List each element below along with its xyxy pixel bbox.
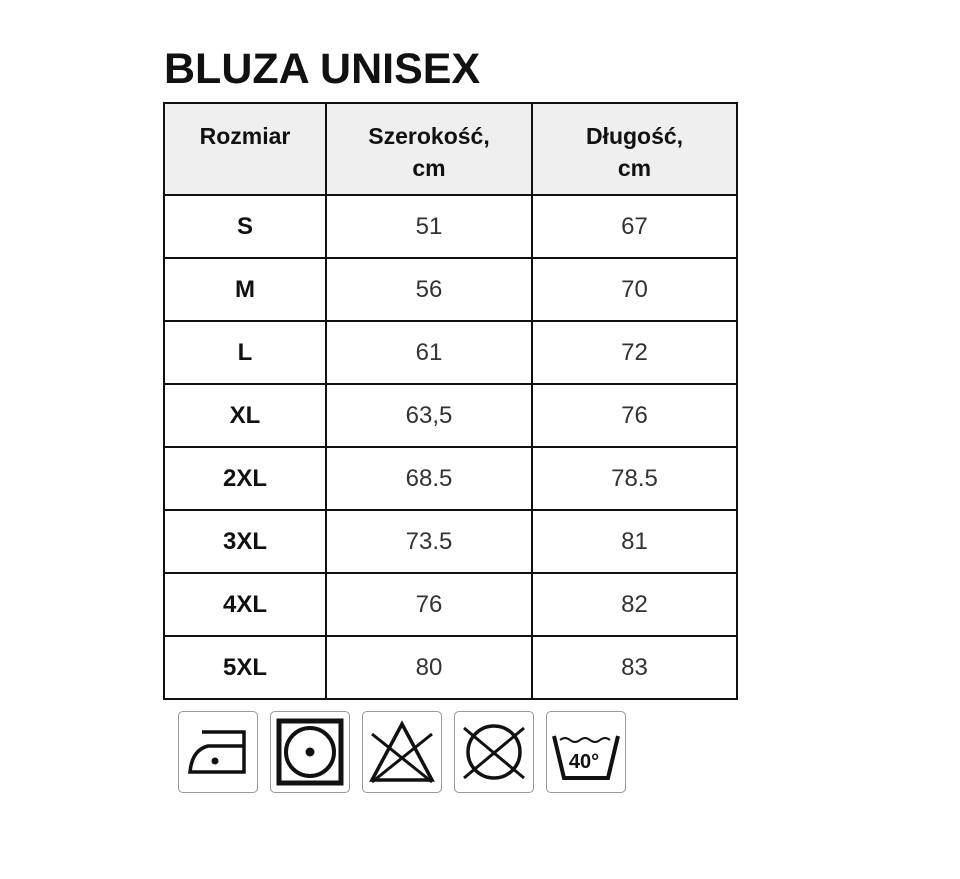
table-row: M 56 70	[163, 257, 738, 322]
cell-size: S	[163, 194, 327, 259]
care-icons: 40°	[178, 711, 626, 793]
cell-size: XL	[163, 383, 327, 448]
cell-length: 70	[531, 257, 738, 322]
cell-size: 5XL	[163, 635, 327, 700]
table-row: 3XL 73.5 81	[163, 509, 738, 574]
header-label: Długość,	[585, 123, 684, 149]
cell-width: 68.5	[325, 446, 533, 511]
header-unit: cm	[412, 155, 446, 181]
cell-size: 2XL	[163, 446, 327, 511]
cell-width: 63,5	[325, 383, 533, 448]
page-title: BLUZA UNISEX	[164, 45, 481, 93]
cell-size: 4XL	[163, 572, 327, 637]
cell-length: 82	[531, 572, 738, 637]
cell-length: 81	[531, 509, 738, 574]
cell-width: 56	[325, 257, 533, 322]
cell-width: 73.5	[325, 509, 533, 574]
wash-temperature-label: 40°	[569, 751, 599, 773]
size-table: Rozmiar Szerokość, cm Długość, cm S 51 67 M 56…	[163, 102, 738, 700]
header-label: Rozmiar	[199, 123, 291, 149]
cell-size: M	[163, 257, 327, 322]
table-header-row: Rozmiar Szerokość, cm Długość, cm	[163, 102, 738, 196]
header-unit: cm	[617, 155, 652, 181]
do-not-dry-clean-icon	[454, 711, 534, 793]
header-size: Rozmiar	[163, 102, 327, 196]
cell-length: 67	[531, 194, 738, 259]
cell-length: 83	[531, 635, 738, 700]
cell-width: 61	[325, 320, 533, 385]
cell-length: 72	[531, 320, 738, 385]
cell-width: 80	[325, 635, 533, 700]
iron-low-temperature-icon	[178, 711, 258, 793]
do-not-bleach-icon	[362, 711, 442, 793]
cell-width: 51	[325, 194, 533, 259]
cell-size: L	[163, 320, 327, 385]
cell-width: 76	[325, 572, 533, 637]
table-row: 4XL 76 82	[163, 572, 738, 637]
cell-size: 3XL	[163, 509, 327, 574]
table-row: XL 63,5 76	[163, 383, 738, 448]
header-label: Szerokość,	[368, 123, 490, 149]
table-row: L 61 72	[163, 320, 738, 385]
table-row: 2XL 68.5 78.5	[163, 446, 738, 511]
wash-40-icon: 40°	[546, 711, 626, 793]
cell-length: 76	[531, 383, 738, 448]
table-row: S 51 67	[163, 194, 738, 259]
cell-length: 78.5	[531, 446, 738, 511]
table-row: 5XL 80 83	[163, 635, 738, 700]
header-width: Szerokość, cm	[325, 102, 533, 196]
tumble-dry-icon	[270, 711, 350, 793]
header-length: Długość, cm	[531, 102, 738, 196]
